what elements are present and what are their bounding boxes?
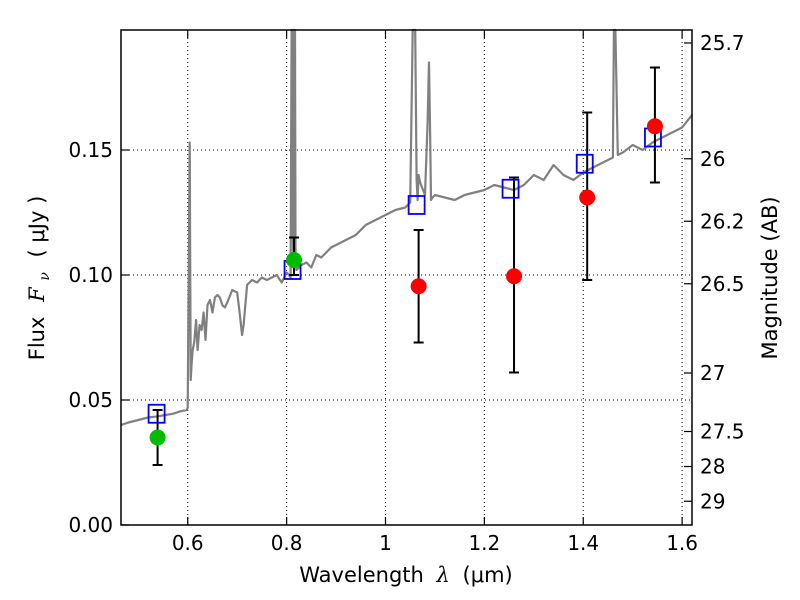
y-axis-label: Flux F ν ( μJy ) [25, 196, 54, 361]
plot-frame [120, 29, 693, 526]
x-tick-label: 0.6 [172, 531, 204, 555]
model-square-marker [575, 153, 594, 174]
y-tick-label: 0.05 [68, 388, 113, 412]
model-square-marker [501, 178, 520, 199]
x-tick-label: 1.2 [468, 531, 500, 555]
magnitude-tick-label: 27.5 [700, 420, 745, 444]
magnitude-tick-label: 27 [700, 361, 725, 385]
y-axis-ticks: 0.00 0.05 0.10 0.15 [68, 138, 129, 537]
magnitude-tick-label: 29 [700, 489, 725, 513]
green-photometry-point [286, 252, 303, 268]
spectrum-line [120, 28, 693, 427]
magnitude-tick-label: 26 [700, 147, 725, 171]
magnitude-axis-label: Magnitude (AB) [758, 196, 782, 359]
x-axis-label: Wavelength λ (μm) [299, 563, 512, 587]
red-photometry-point [579, 189, 596, 206]
model-square-marker [407, 195, 426, 215]
magnitude-tick-label: 28 [700, 455, 725, 479]
x-tick-label: 1 [379, 531, 392, 555]
magnitude-tick-label: 26.5 [700, 272, 745, 296]
green-photometry-point [149, 429, 166, 446]
x-tick-label: 0.8 [271, 531, 303, 555]
model-square-marker [147, 403, 166, 424]
grid-lines [121, 30, 692, 526]
magnitude-tick-label: 25.7 [700, 31, 745, 55]
spectrum-series [120, 28, 693, 427]
photometry-points [149, 118, 663, 446]
x-tick-label: 1.6 [666, 531, 698, 555]
red-photometry-point [410, 278, 427, 295]
y-tick-label: 0.10 [68, 263, 113, 287]
red-photometry-point [506, 268, 523, 285]
x-axis-ticks: 0.6 0.8 1 1.2 1.4 1.6 [172, 30, 698, 555]
y-tick-label: 0.00 [68, 513, 113, 537]
x-tick-label: 1.4 [567, 531, 599, 555]
magnitude-axis-ticks: 25.7 26 26.2 26.5 27 27.5 28 29 [684, 31, 745, 513]
magnitude-tick-label: 26.2 [700, 209, 745, 233]
red-photometry-point [646, 118, 663, 135]
y-tick-label: 0.15 [68, 138, 113, 162]
